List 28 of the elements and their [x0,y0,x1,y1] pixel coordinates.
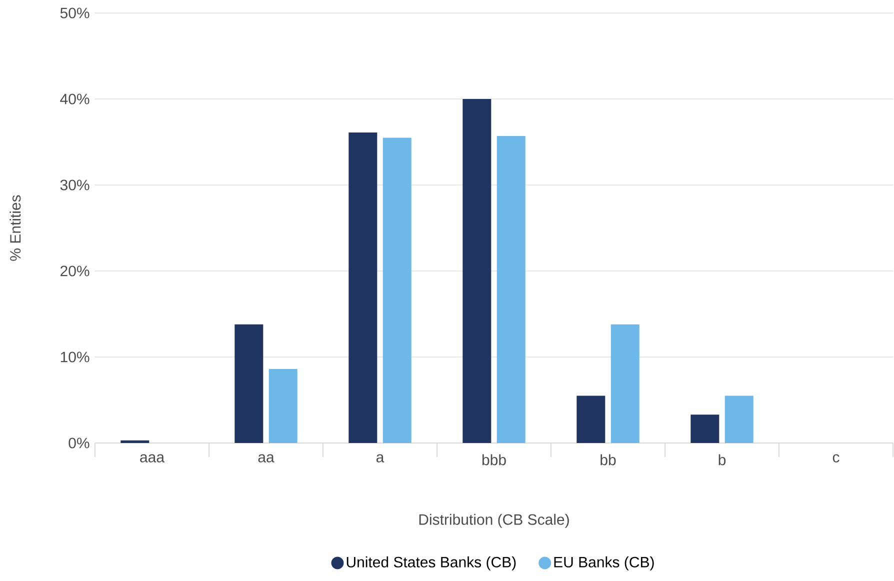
bar [496,136,526,444]
x-axis-title: Distribution (CB Scale) [419,514,569,528]
bar [268,369,298,444]
x-tick-label: b [718,454,726,466]
y-tick-label: 50% [60,8,90,18]
y-tick-label: 10% [60,352,90,362]
x-tick-label: c [832,454,840,462]
bar [462,99,492,444]
x-tick-label: aa [258,454,274,462]
bar [234,324,264,444]
y-tick-label: 20% [60,266,90,276]
bar [348,132,378,444]
y-tick-label: 30% [60,180,90,190]
bar [724,396,754,444]
bar [690,414,720,444]
bar [382,138,412,444]
x-tick-label: aaa [140,454,165,462]
y-axis-title: % Entities [10,195,21,261]
legend-label: United States Banks (CB) [346,556,516,570]
x-tick-label: bb [600,454,616,466]
bar [576,396,606,444]
y-tick-label: 40% [60,94,90,104]
bar [610,324,640,444]
y-tick-label: 0% [68,438,90,448]
x-tick-label: bbb [482,454,506,466]
legend-label: EU Banks (CB) [554,556,654,570]
x-tick-label: a [376,454,384,462]
bar [120,440,150,444]
